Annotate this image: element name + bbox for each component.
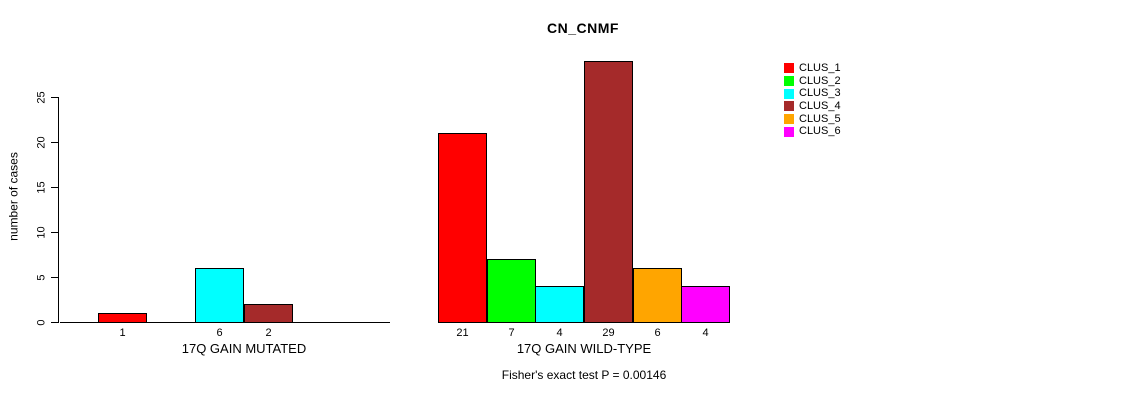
y-axis-label: number of cases	[6, 152, 21, 241]
legend-label: CLUS_2	[799, 74, 841, 87]
y-tick-mark	[51, 232, 58, 233]
legend-color-swatch	[784, 76, 794, 87]
y-tick-mark	[51, 97, 58, 98]
y-tick-label: 10	[35, 226, 48, 239]
y-tick-mark	[51, 322, 58, 323]
chart-title: CN_CNMF	[547, 20, 619, 36]
legend-label: CLUS_4	[799, 99, 841, 112]
fisher-test-annotation: Fisher's exact test P = 0.00146	[501, 368, 667, 382]
legend-item: CLUS_5	[784, 113, 841, 126]
legend-color-swatch	[784, 88, 794, 99]
bar-value-label: 1	[119, 327, 126, 339]
legend-label: CLUS_6	[799, 125, 841, 138]
legend-item: CLUS_4	[784, 100, 841, 113]
group-label-wild-type: 17Q GAIN WILD-TYPE	[516, 341, 652, 356]
legend: CLUS_1 CLUS_2 CLUS_3 CLUS_4 CLUS_5 CLUS_6	[784, 62, 841, 138]
bar-value-label: 4	[702, 327, 709, 339]
legend-color-swatch	[784, 114, 794, 125]
y-tick-label: 5	[35, 274, 48, 281]
bar-clus_4	[584, 61, 633, 323]
bar-clus_6	[681, 286, 730, 323]
bar-value-label: 4	[556, 327, 563, 339]
y-tick-mark	[51, 277, 58, 278]
bar-clus_3	[195, 268, 244, 323]
legend-item: CLUS_6	[784, 125, 841, 138]
bar-value-label: 6	[216, 327, 223, 339]
legend-item: CLUS_2	[784, 75, 841, 88]
y-tick-mark	[51, 142, 58, 143]
legend-color-swatch	[784, 101, 794, 112]
legend-item: CLUS_1	[784, 62, 841, 75]
legend-label: CLUS_3	[799, 87, 841, 100]
bar-clus_2	[487, 259, 536, 323]
legend-item: CLUS_3	[784, 87, 841, 100]
bar-value-label: 29	[602, 327, 615, 339]
bar-clus_1	[98, 313, 147, 323]
legend-label: CLUS_1	[799, 61, 841, 74]
y-tick-label: 0	[35, 319, 48, 326]
y-tick-label: 25	[35, 91, 48, 104]
y-axis-line	[58, 97, 59, 323]
bar-value-label: 21	[456, 327, 469, 339]
bar-value-label: 2	[265, 327, 272, 339]
group-label-mutated: 17Q GAIN MUTATED	[181, 341, 307, 356]
y-tick-label: 15	[35, 181, 48, 194]
bar-clus_1	[438, 133, 487, 323]
bar-clus_3	[535, 286, 584, 323]
legend-color-swatch	[784, 63, 794, 74]
y-tick-label: 20	[35, 136, 48, 149]
bar-clus_4	[244, 304, 293, 323]
bar-value-label: 6	[654, 327, 661, 339]
bar-value-label: 7	[508, 327, 515, 339]
bar-clus_5	[633, 268, 682, 323]
legend-label: CLUS_5	[799, 112, 841, 125]
legend-color-swatch	[784, 126, 794, 137]
y-tick-mark	[51, 187, 58, 188]
